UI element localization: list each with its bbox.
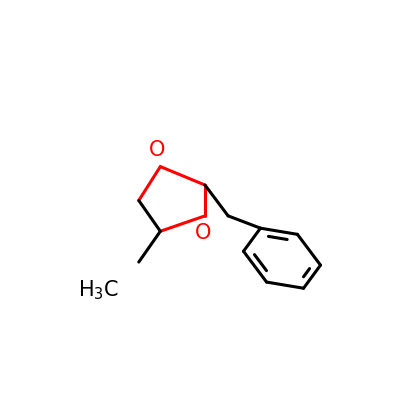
Text: O: O <box>149 140 166 160</box>
Text: O: O <box>195 224 212 244</box>
Text: H$_3$C: H$_3$C <box>78 278 119 302</box>
